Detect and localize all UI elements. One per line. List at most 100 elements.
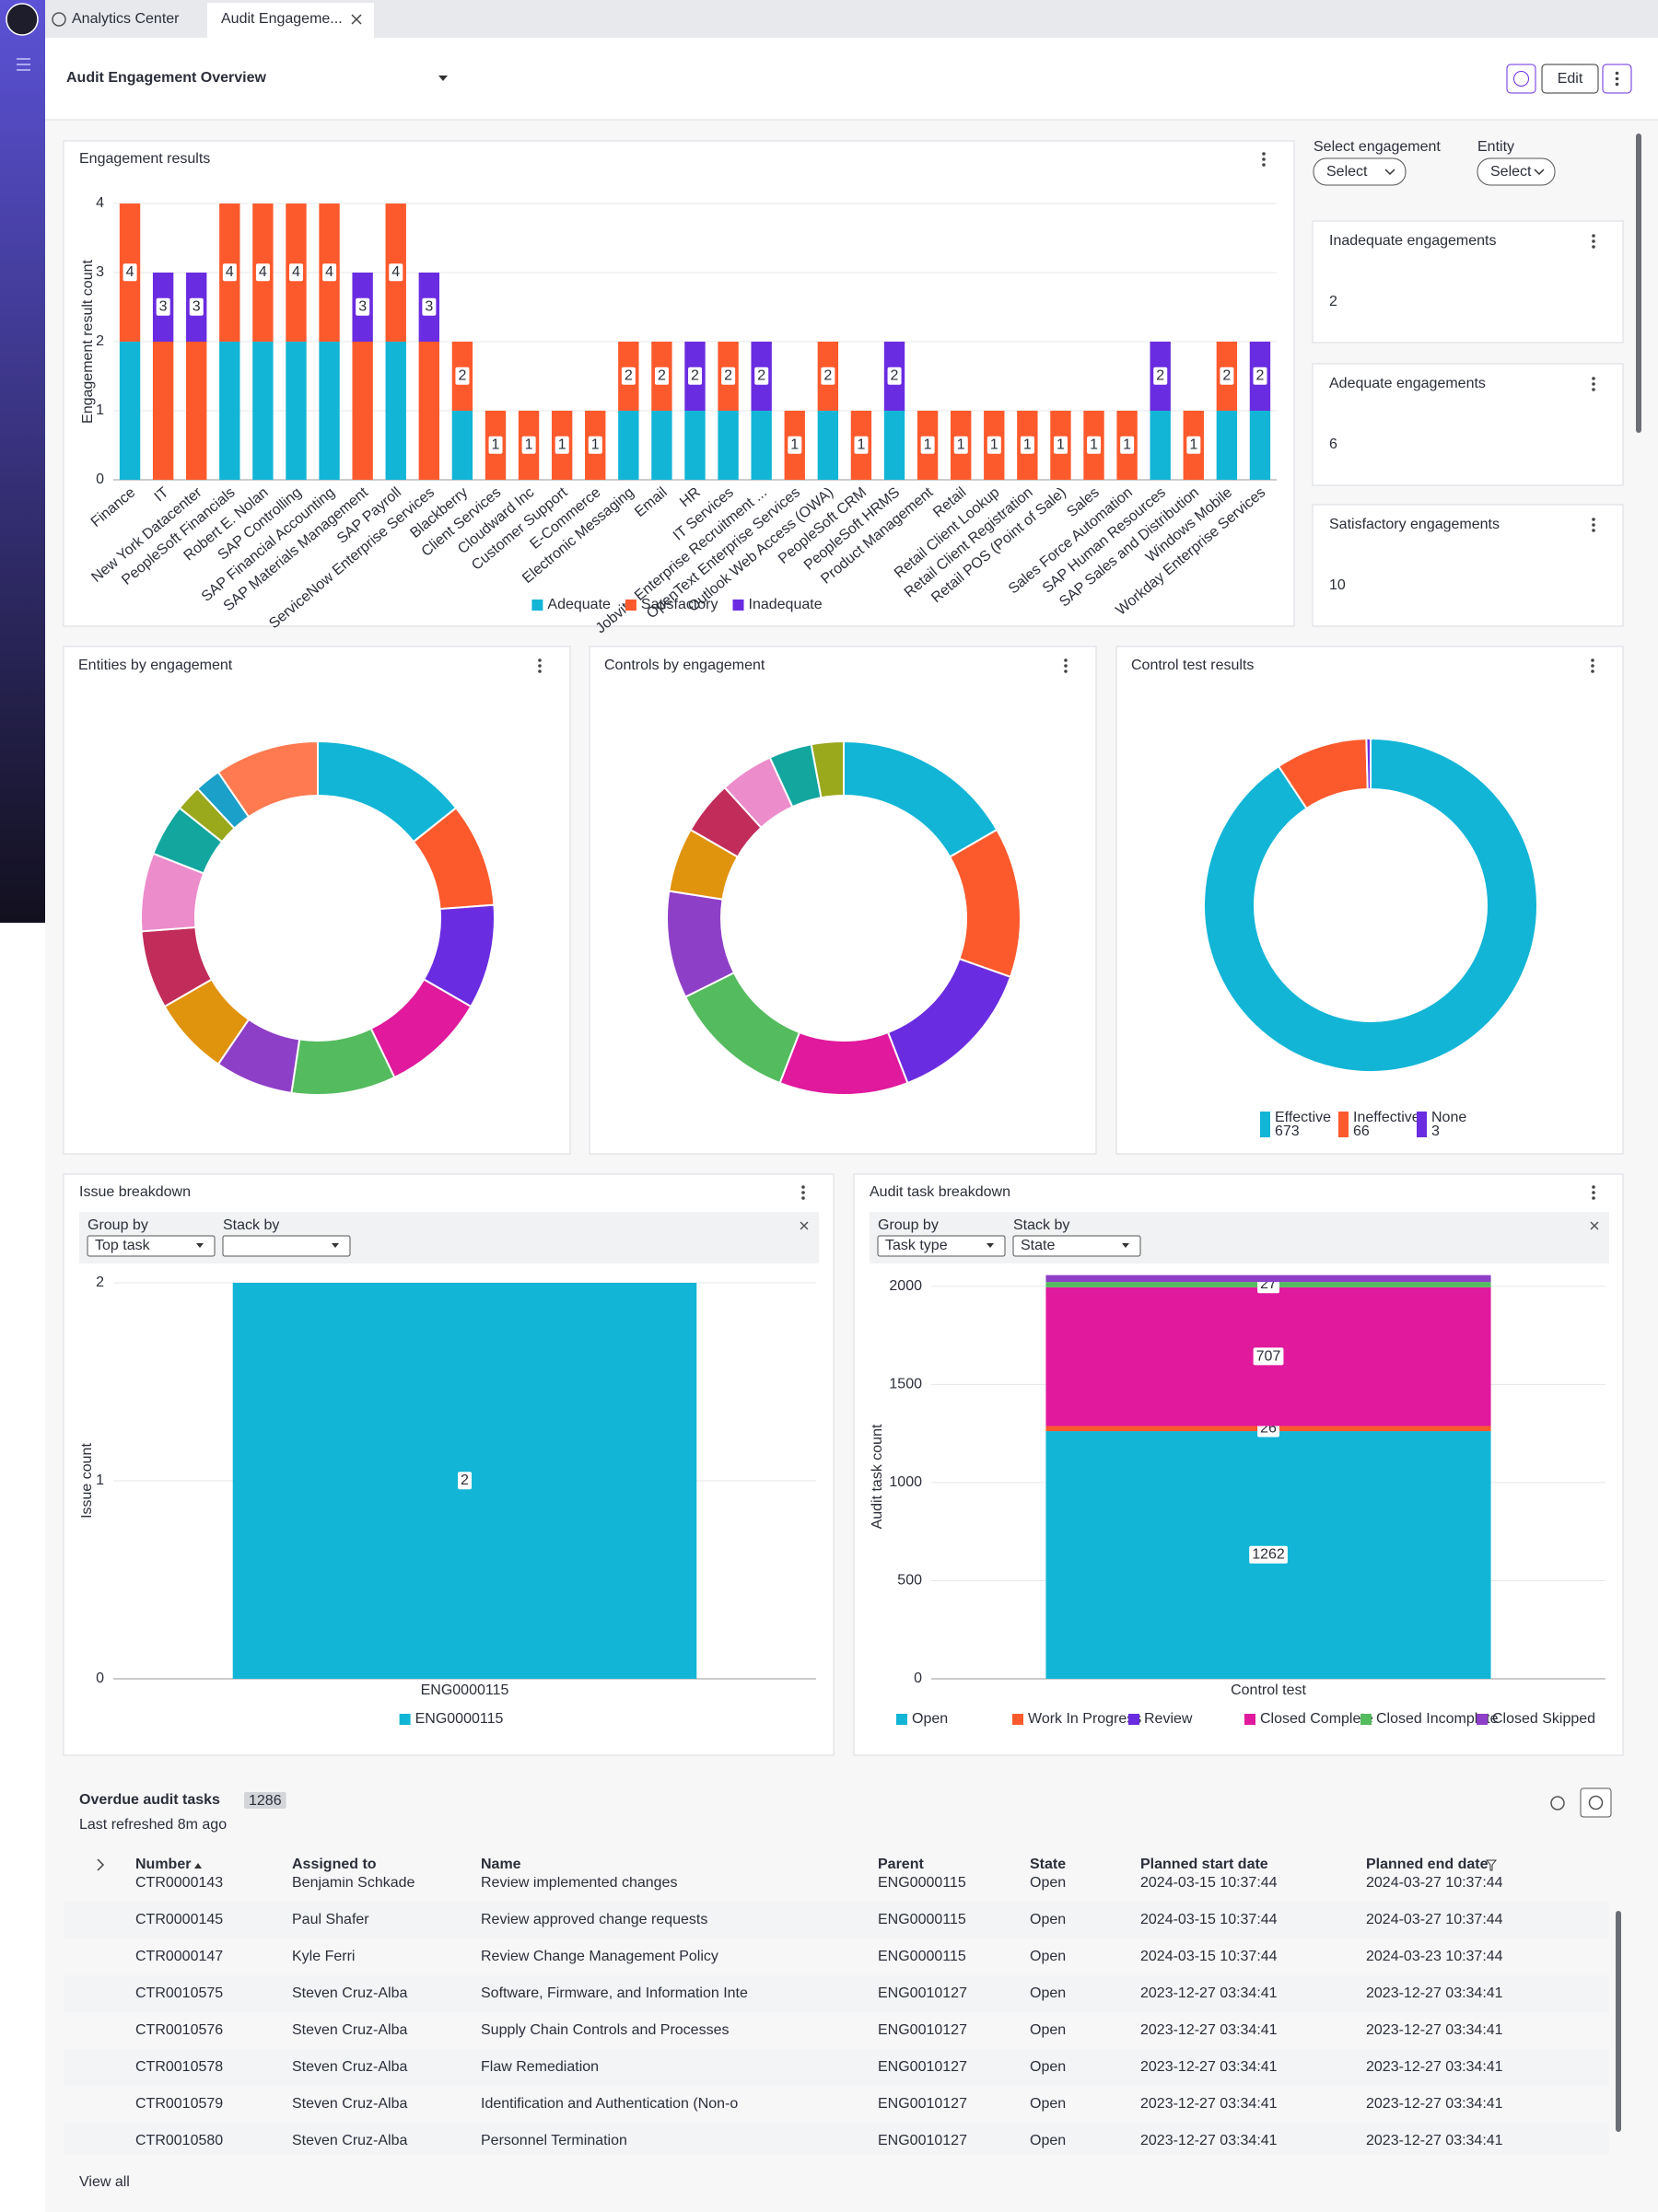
legend-label[interactable]: Inadequate <box>749 597 823 612</box>
donut-slice[interactable] <box>778 1030 909 1096</box>
kebab-dot[interactable] <box>1592 382 1595 386</box>
legend-value[interactable]: 3 <box>1431 1123 1440 1139</box>
column-header[interactable]: Parent <box>878 1857 924 1872</box>
legend-label[interactable]: Adequate <box>547 597 611 612</box>
settings-button[interactable] <box>1580 1787 1612 1818</box>
table-cell[interactable]: CTR0010575 <box>135 1985 223 2001</box>
legend-swatch[interactable] <box>1012 1714 1023 1725</box>
kebab-dot[interactable] <box>1592 388 1595 391</box>
column-header[interactable]: Name <box>481 1857 521 1872</box>
table-cell[interactable]: ENG0000115 <box>878 1875 966 1891</box>
table-cell[interactable]: Steven Cruz-Alba <box>292 2059 407 2075</box>
refresh-icon[interactable] <box>1550 1796 1565 1810</box>
legend-swatch[interactable] <box>1128 1714 1139 1725</box>
column-header[interactable]: State <box>1030 1857 1066 1872</box>
edit-label[interactable]: Edit <box>1558 71 1583 87</box>
legend-swatch[interactable] <box>1360 1714 1372 1725</box>
kebab-dot[interactable] <box>538 658 542 662</box>
filter-value[interactable]: Task type <box>885 1238 948 1253</box>
legend-swatch[interactable] <box>625 600 636 611</box>
legend-label[interactable]: Effective <box>1275 1110 1331 1125</box>
kebab-dot[interactable] <box>801 1196 805 1200</box>
kebab-dot[interactable] <box>1592 245 1595 249</box>
table-cell[interactable]: Benjamin Schkade <box>292 1875 415 1891</box>
kebab-dot[interactable] <box>1064 664 1068 668</box>
kebab-dot[interactable] <box>1615 82 1619 87</box>
table-cell[interactable]: CTR0000145 <box>135 1912 223 1927</box>
kebab-dot[interactable] <box>1592 234 1595 238</box>
table-cell[interactable]: Paul Shafer <box>292 1912 369 1927</box>
kebab-dot[interactable] <box>1615 71 1619 76</box>
legend-label[interactable]: None <box>1431 1110 1466 1125</box>
table-cell[interactable]: CTR0010579 <box>135 2096 223 2112</box>
edit-button[interactable] <box>1541 64 1599 94</box>
table-cell[interactable]: ENG0010127 <box>878 2096 967 2112</box>
legend-value[interactable]: 66 <box>1353 1123 1370 1139</box>
legend-swatch[interactable] <box>1417 1112 1427 1137</box>
kebab-dot[interactable] <box>801 1191 805 1194</box>
kebab-dot[interactable] <box>1262 163 1266 167</box>
legend-swatch[interactable] <box>896 1714 907 1725</box>
table-cell[interactable]: ENG0010127 <box>878 2133 967 2148</box>
legend-swatch[interactable] <box>1244 1714 1255 1725</box>
kebab-dot[interactable] <box>538 669 542 673</box>
kebab-dot[interactable] <box>801 1185 805 1189</box>
kebab-dot[interactable] <box>1592 529 1595 532</box>
select[interactable] <box>1477 157 1556 186</box>
column-header[interactable]: Number <box>135 1857 191 1872</box>
table-cell[interactable]: ENG0000115 <box>878 1949 966 1964</box>
donut-slice[interactable] <box>216 739 319 819</box>
legend-label[interactable]: Closed Incomplete <box>1376 1711 1499 1727</box>
legend-label[interactable]: Review <box>1144 1711 1193 1727</box>
table-cell[interactable]: ENG0010127 <box>878 2022 967 2038</box>
donut-slice[interactable] <box>810 739 845 799</box>
tab-label[interactable]: Audit Engageme... <box>221 11 343 27</box>
legend-swatch[interactable] <box>1338 1112 1349 1137</box>
kebab-dot[interactable] <box>1592 377 1595 380</box>
legend-label[interactable]: Closed Skipped <box>1492 1711 1595 1727</box>
legend-swatch[interactable] <box>531 600 543 611</box>
kebab-dot[interactable] <box>1064 669 1068 673</box>
kebab-dot[interactable] <box>1064 658 1068 662</box>
select-value[interactable]: Select <box>1490 164 1532 180</box>
kebab-dot[interactable] <box>1592 1185 1595 1189</box>
legend-value[interactable]: 673 <box>1275 1123 1300 1139</box>
legend-label[interactable]: Work In Progress <box>1028 1711 1141 1727</box>
select-value[interactable]: Select <box>1326 164 1368 180</box>
kebab-dot[interactable] <box>1591 669 1594 673</box>
info-button[interactable] <box>1506 64 1536 94</box>
filter-select[interactable] <box>1012 1235 1141 1257</box>
filter-select[interactable] <box>222 1235 351 1257</box>
legend-swatch[interactable] <box>399 1714 411 1725</box>
legend-label[interactable]: Closed Complete <box>1260 1711 1373 1727</box>
filter-select[interactable] <box>877 1235 1006 1257</box>
filter-value[interactable]: State <box>1021 1238 1055 1253</box>
table-cell[interactable]: ENG0010127 <box>878 1985 967 2001</box>
kebab-dot[interactable] <box>1592 239 1595 243</box>
legend-label[interactable]: ENG0000115 <box>415 1711 504 1727</box>
donut-slice[interactable] <box>1203 737 1538 1073</box>
column-header[interactable]: Assigned to <box>292 1857 377 1872</box>
table-cell[interactable]: CTR0000143 <box>135 1875 223 1891</box>
kebab-dot[interactable] <box>1262 152 1266 156</box>
table-cell[interactable]: Steven Cruz-Alba <box>292 2096 407 2112</box>
kebab-dot[interactable] <box>1592 518 1595 521</box>
filter-select[interactable] <box>87 1235 216 1257</box>
table-cell[interactable]: ENG0000115 <box>878 1912 966 1927</box>
table-cell[interactable]: CTR0010576 <box>135 2022 223 2038</box>
legend-label[interactable]: Satisfactory <box>641 597 718 612</box>
kebab-dot[interactable] <box>1592 1196 1595 1200</box>
table-cell[interactable]: Steven Cruz-Alba <box>292 2022 407 2038</box>
legend-swatch[interactable] <box>732 600 744 611</box>
table-cell[interactable]: CTR0000147 <box>135 1949 223 1964</box>
logo[interactable] <box>6 3 39 36</box>
title-caret[interactable] <box>438 76 448 81</box>
close-icon[interactable] <box>351 14 362 25</box>
table-cell[interactable]: ENG0010127 <box>878 2059 967 2075</box>
legend-label[interactable]: Open <box>912 1711 948 1727</box>
donut-slice[interactable] <box>1365 737 1372 791</box>
kebab-dot[interactable] <box>1591 664 1594 668</box>
expand-chevron[interactable] <box>97 1858 105 1871</box>
table-cell[interactable]: Steven Cruz-Alba <box>292 2133 407 2148</box>
legend-swatch[interactable] <box>1260 1112 1270 1137</box>
